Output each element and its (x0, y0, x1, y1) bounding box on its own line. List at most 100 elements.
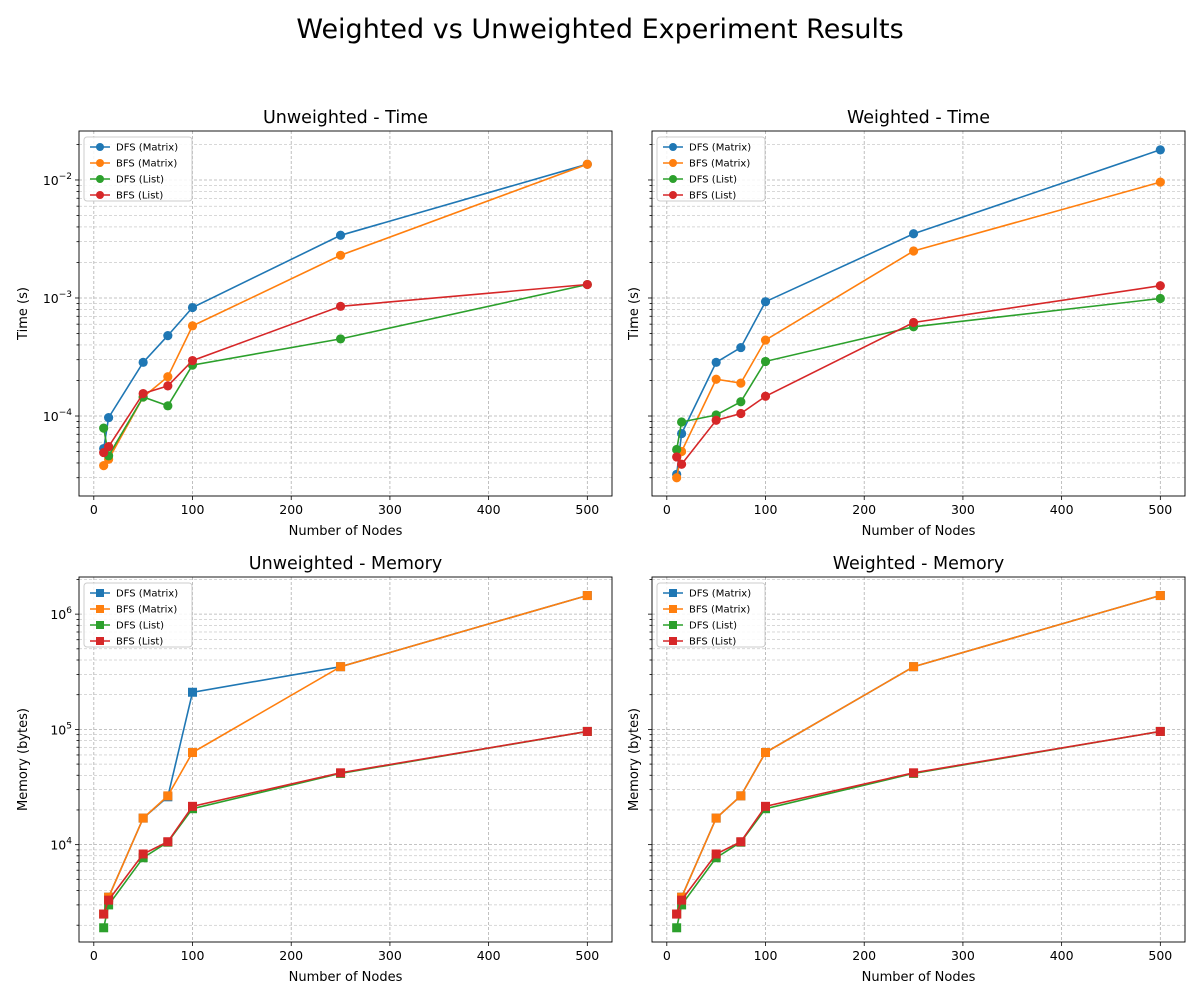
data-point (760, 335, 771, 345)
x-tick-label: 100 (181, 502, 205, 517)
legend-marker (96, 143, 104, 151)
data-point (582, 279, 592, 290)
data-point (335, 301, 346, 311)
legend-marker (669, 191, 677, 199)
figure-title: Weighted vs Unweighted Experiment Result… (296, 14, 904, 45)
legend-label: DFS (Matrix) (116, 143, 178, 154)
x-axis-label: Number of Nodes (862, 524, 976, 539)
legend-label: BFS (List) (116, 637, 163, 648)
y-axis-label: Time (s) (627, 287, 642, 341)
data-point (187, 321, 198, 331)
data-point (711, 374, 721, 384)
legend-marker (96, 159, 104, 167)
legend-marker (96, 605, 104, 613)
y-tick-label: 105 (50, 721, 72, 737)
data-point (672, 909, 682, 919)
y-tick-label: 10−3 (43, 290, 72, 306)
series-dfs-matrix (672, 145, 1165, 480)
data-point (677, 895, 687, 905)
axes-frame (78, 130, 613, 497)
legend-marker (669, 175, 677, 183)
axes-frame (651, 130, 1186, 497)
data-point (99, 423, 109, 433)
y-tick-label: 10−2 (43, 172, 72, 188)
data-point (760, 297, 771, 307)
legend-label: BFS (Matrix) (689, 159, 750, 170)
data-point (761, 748, 771, 758)
data-point (736, 791, 746, 801)
data-point (736, 378, 746, 388)
data-point (188, 801, 198, 811)
x-tick-label: 0 (90, 502, 98, 517)
x-tick-label: 200 (279, 948, 303, 963)
data-point (672, 473, 682, 483)
data-point (138, 813, 148, 823)
data-point (99, 923, 109, 933)
chart-panel-4: 0 100 200 300 400 500 Weighted - Memory Number … (627, 554, 1186, 985)
legend-frame (83, 136, 193, 202)
legend-marker (669, 637, 677, 645)
legend-marker (669, 589, 677, 597)
series-bfs-matrix (672, 177, 1165, 483)
data-point (760, 391, 771, 401)
x-tick-label: 500 (575, 948, 599, 963)
chart-title: Unweighted - Time (263, 108, 428, 128)
data-point (1155, 177, 1165, 187)
series-line (675, 730, 1161, 915)
data-point (1155, 145, 1165, 155)
legend-marker (669, 159, 677, 167)
data-point (677, 417, 687, 427)
legend: DFS (Matrix) BFS (Matrix) DFS (List) BFS (L… (656, 582, 766, 648)
legend-label: DFS (List) (689, 175, 737, 186)
legend-label: BFS (Matrix) (116, 605, 177, 616)
y-tick-label: 106 (50, 606, 72, 622)
series-bfs-list (672, 281, 1165, 469)
data-point (1155, 726, 1165, 736)
data-point (163, 331, 173, 341)
data-point (1155, 293, 1165, 304)
legend-label: BFS (Matrix) (116, 159, 177, 170)
x-tick-label: 0 (663, 502, 671, 517)
axes-frame (651, 576, 1186, 943)
legend-label: DFS (List) (689, 621, 737, 632)
data-point (711, 849, 721, 859)
data-point (187, 302, 198, 313)
legend-label: DFS (Matrix) (689, 143, 751, 154)
series-bfs-list (99, 726, 592, 919)
data-point (711, 415, 721, 425)
x-tick-label: 400 (477, 948, 501, 963)
x-tick-label: 0 (90, 948, 98, 963)
legend-marker (669, 621, 677, 629)
series-dfs-list (99, 279, 592, 461)
data-point (908, 229, 919, 239)
x-tick-label: 500 (575, 502, 599, 517)
data-point (761, 801, 771, 811)
chart-title: Weighted - Memory (833, 554, 1004, 574)
x-tick-label: 200 (852, 948, 876, 963)
data-point (138, 849, 148, 859)
grid-lines (652, 577, 1185, 942)
series-line (676, 284, 1161, 466)
grid-lines (79, 577, 612, 942)
x-tick-label: 200 (279, 502, 303, 517)
legend: DFS (Matrix) BFS (Matrix) DFS (List) BFS (L… (83, 136, 193, 202)
data-point (163, 372, 173, 382)
series-dfs-list (672, 726, 1165, 933)
data-point (99, 909, 109, 919)
series-bfs-list (672, 726, 1165, 919)
data-point (582, 159, 592, 169)
x-axis-label: Number of Nodes (289, 970, 403, 985)
x-tick-label: 300 (378, 948, 402, 963)
data-point (104, 900, 114, 910)
data-point (104, 412, 114, 423)
data-point (677, 459, 687, 469)
data-point (99, 461, 109, 471)
grid-lines (79, 131, 612, 496)
legend-label: BFS (List) (689, 191, 736, 202)
data-point (163, 791, 173, 801)
data-point (336, 768, 346, 778)
data-point (335, 334, 346, 344)
x-tick-label: 100 (754, 502, 778, 517)
chart-panel-1: 0 100 200 300 400 500 10−4 10−3 10−2 Unweighted -… (16, 108, 613, 539)
